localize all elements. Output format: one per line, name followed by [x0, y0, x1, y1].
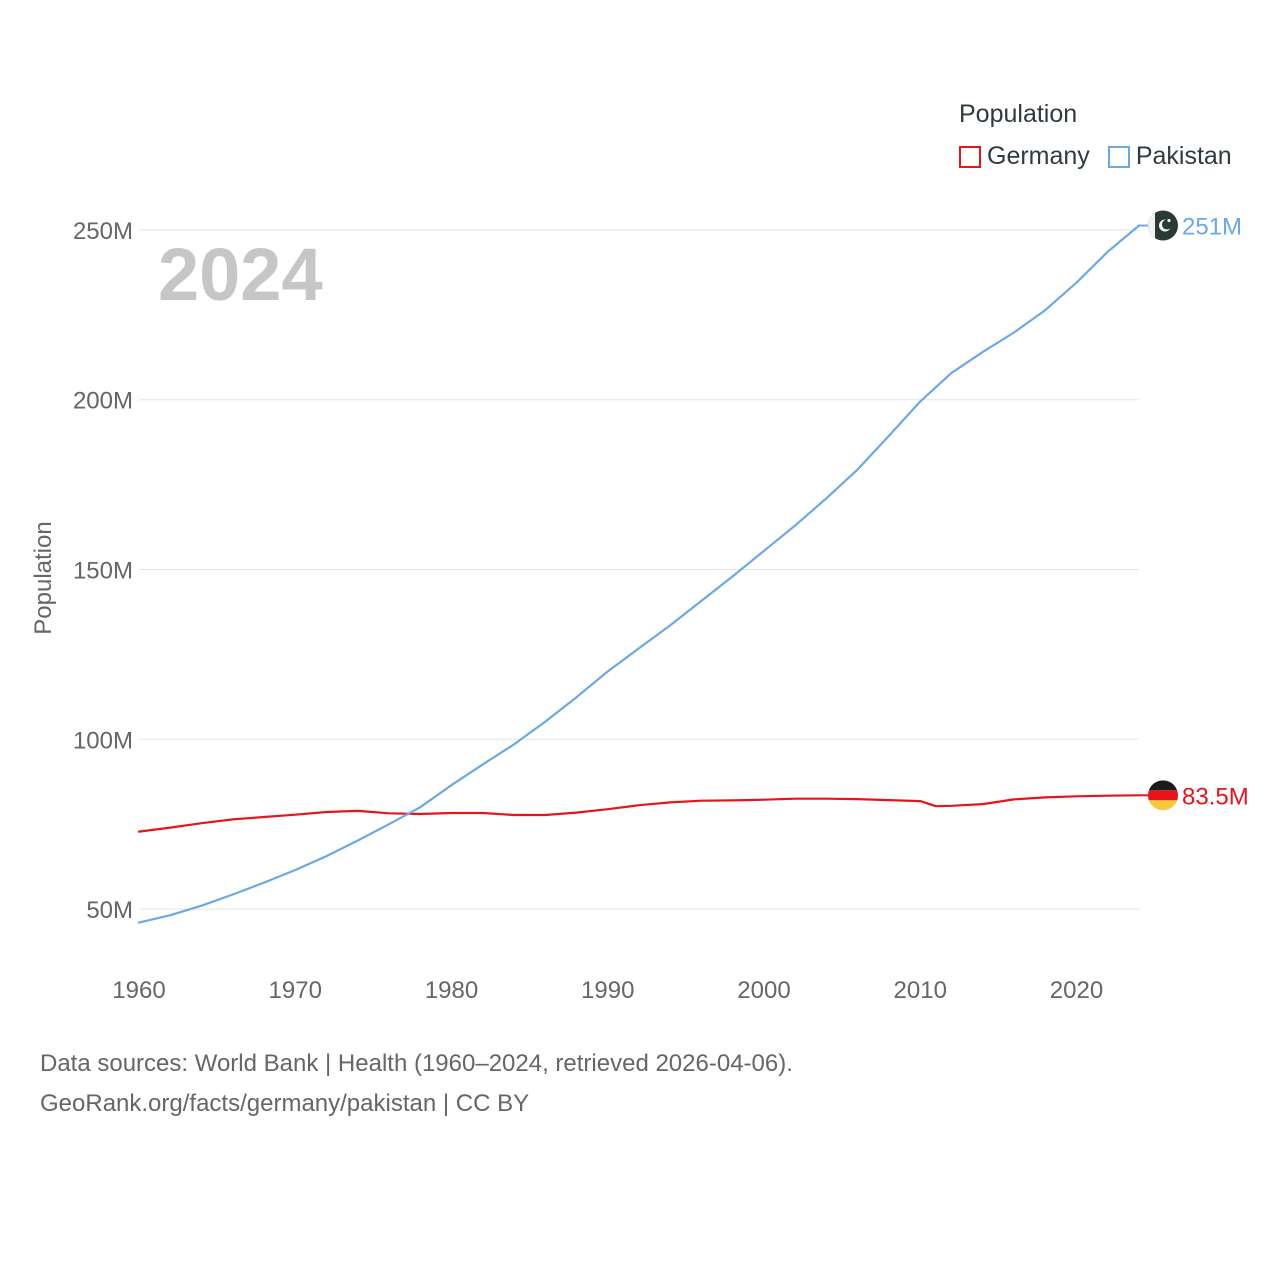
x-tick-label: 1970 [269, 977, 322, 1004]
legend-item-pakistan[interactable]: Pakistan [1107, 142, 1232, 171]
series-lines [137, 224, 1141, 924]
data-source: Data sources: World Bank | Health (1960–… [40, 1044, 793, 1124]
x-tick-label: 1980 [425, 977, 478, 1004]
legend-label-pakistan: Pakistan [1135, 142, 1232, 170]
legend: Germany Pakistan [959, 142, 1250, 171]
x-tick-label: 2010 [894, 977, 947, 1004]
pakistan-flag-icon [1148, 210, 1178, 241]
legend-swatch-pakistan [1107, 145, 1130, 168]
y-tick-label: 100M [73, 727, 133, 754]
x-axis-ticks: 1960 1970 1980 1990 2000 2010 2020 [112, 977, 1103, 1004]
x-tick-label: 1960 [112, 977, 165, 1004]
legend-label-germany: Germany [987, 142, 1090, 170]
y-tick-label: 250M [73, 218, 133, 245]
source-line-1: Data sources: World Bank | Health (1960–… [40, 1050, 793, 1077]
series-line-pakistan[interactable] [137, 224, 1141, 924]
y-axis-ticks: 50M 100M 150M 200M 250M [73, 218, 133, 924]
germany-flag-icon [1148, 780, 1178, 811]
source-line-2[interactable]: GeoRank.org/facts/germany/pakistan | CC … [40, 1090, 530, 1117]
series-line-germany[interactable] [137, 794, 1141, 833]
y-axis-title: Population [30, 521, 57, 634]
y-tick-label: 200M [73, 388, 133, 415]
legend-swatch-germany [959, 145, 981, 168]
x-tick-label: 2000 [737, 977, 790, 1004]
grid-lines [139, 229, 1139, 910]
y-tick-label: 150M [73, 558, 133, 585]
legend-item-germany[interactable]: Germany [959, 142, 1090, 171]
end-label-germany: 83.5M [1182, 783, 1249, 810]
end-labels: 83.5M 251M [1139, 210, 1249, 811]
legend-title: Population [959, 100, 1078, 128]
x-tick-label: 1990 [581, 977, 634, 1004]
y-tick-label: 50M [86, 897, 133, 924]
end-label-pakistan: 251M [1182, 214, 1242, 241]
x-tick-label: 2020 [1050, 977, 1103, 1004]
year-label: 2024 [158, 233, 323, 316]
